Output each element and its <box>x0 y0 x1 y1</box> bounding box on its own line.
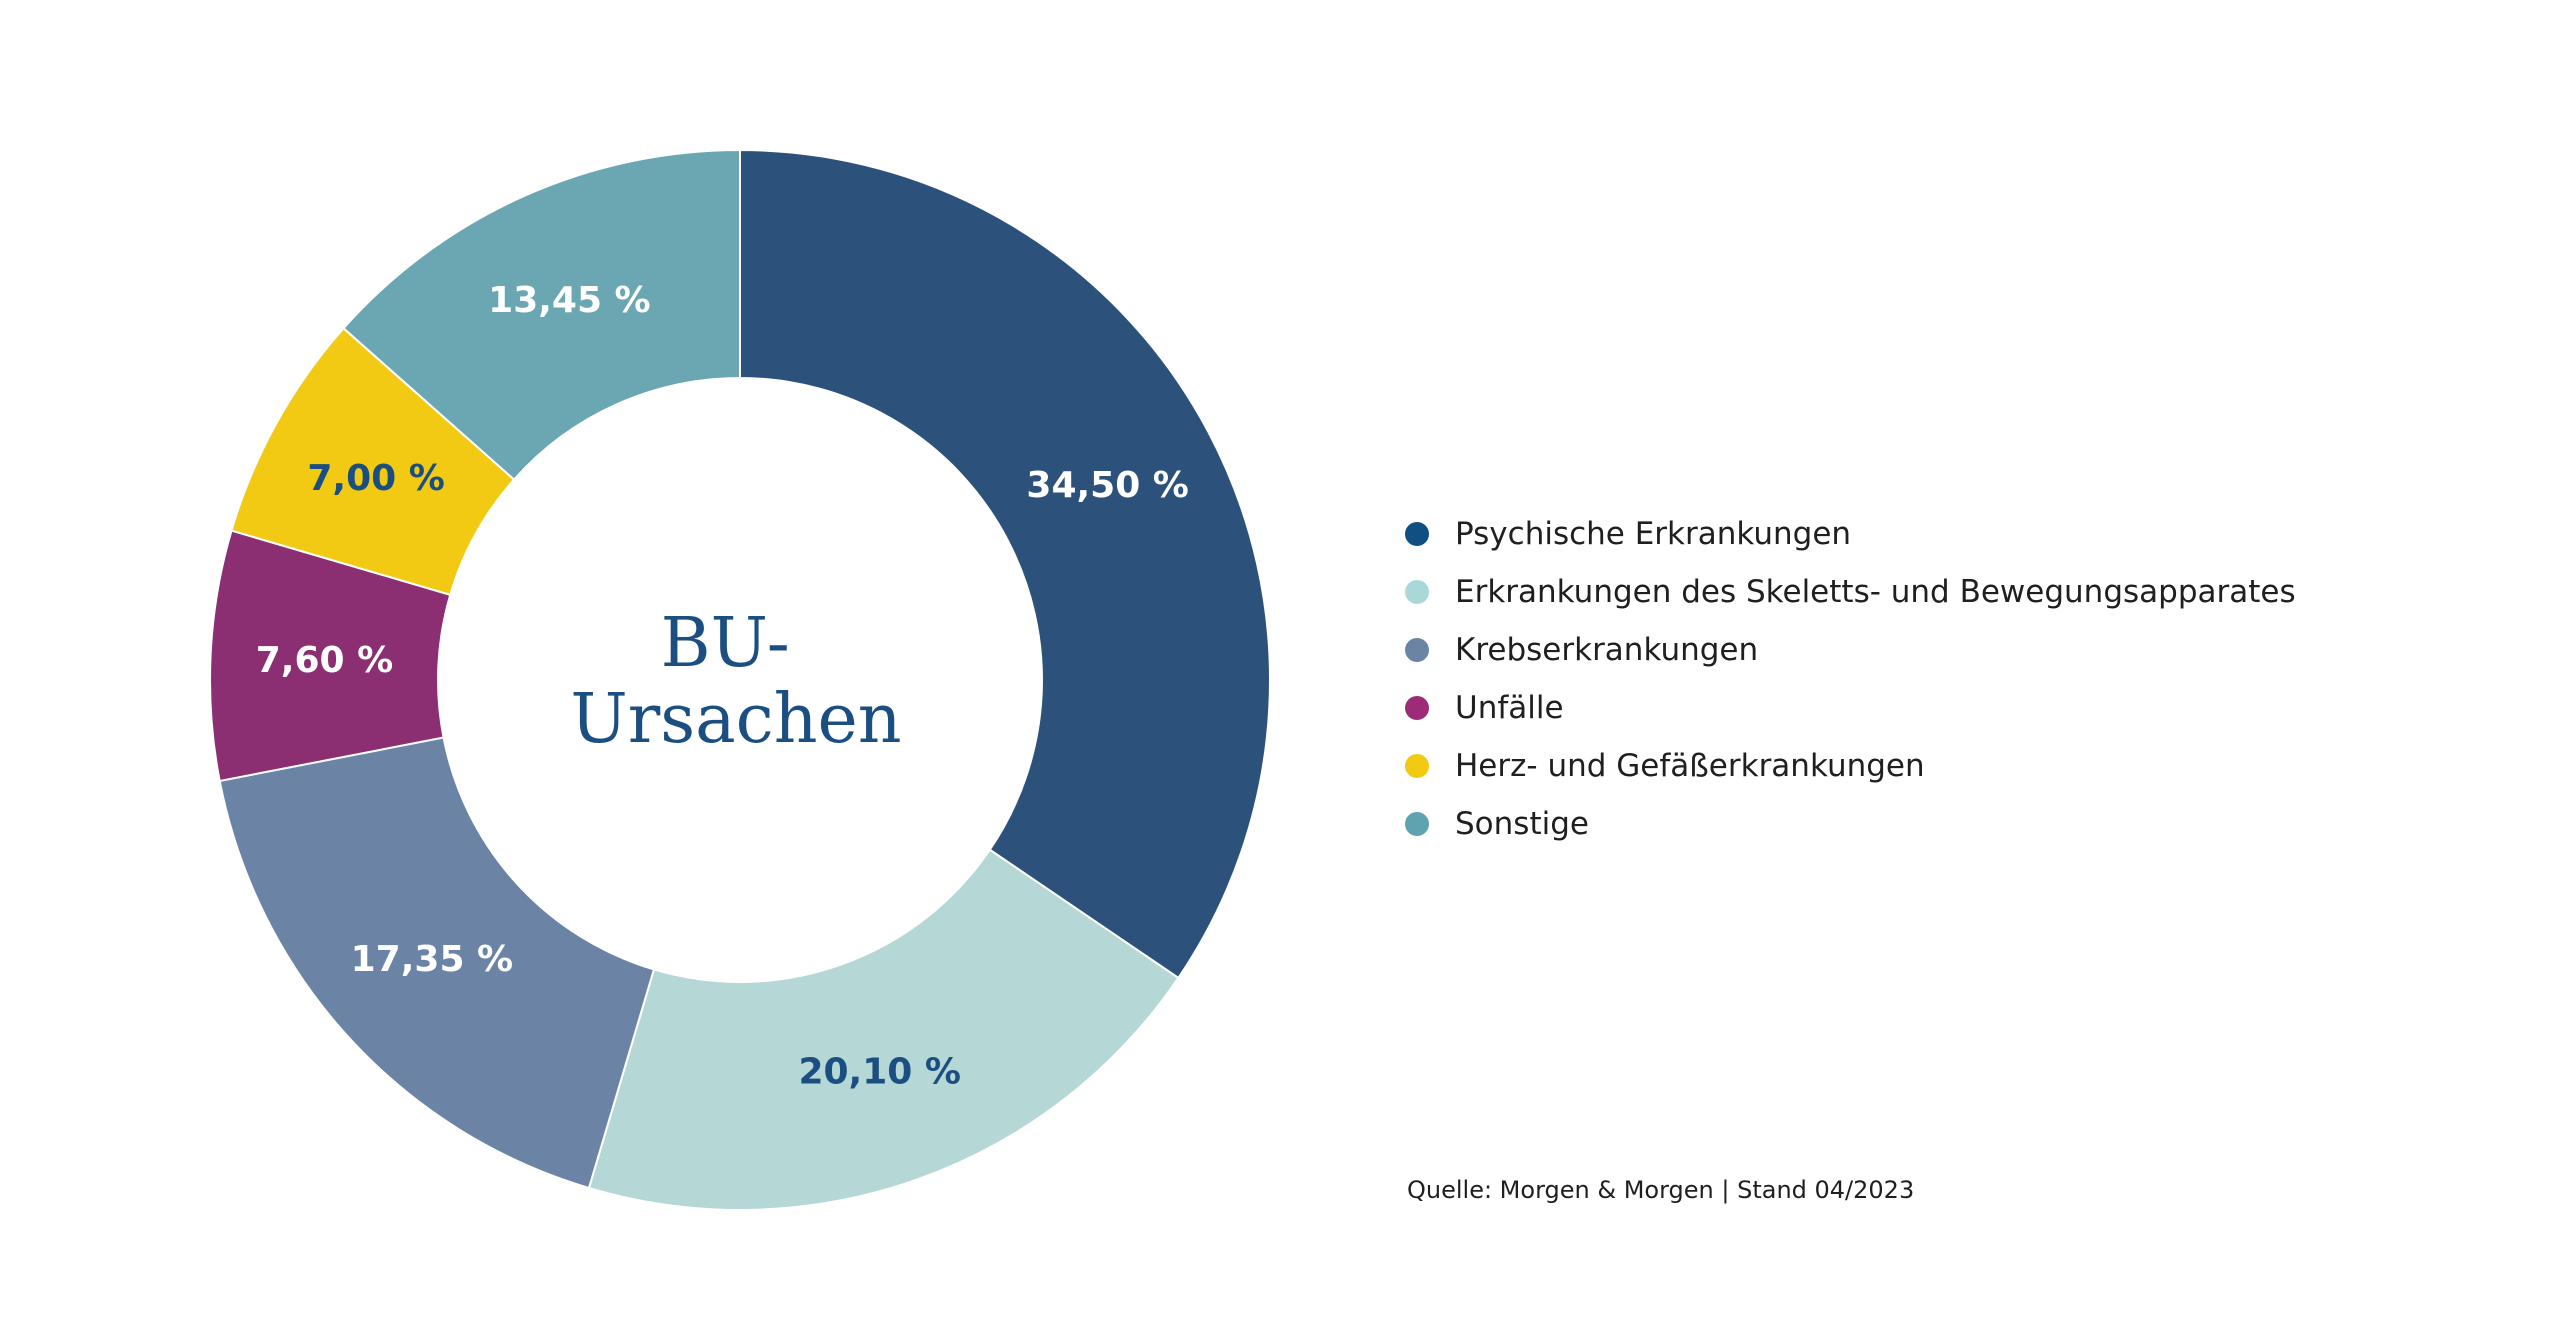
legend-item: Krebserkrankungen <box>1405 621 2296 679</box>
center-title-line-1: BU- <box>661 604 790 683</box>
donut-slice <box>587 848 1180 1212</box>
legend-dot-icon <box>1405 522 1429 546</box>
legend-label: Sonstige <box>1455 806 1589 842</box>
center-title-line-2: Ursachen <box>570 680 901 759</box>
slice-value-label: 20,10 % <box>798 1051 960 1092</box>
legend-dot-icon <box>1405 638 1429 662</box>
legend-item: Herz- und Gefäßerkrankungen <box>1405 737 2296 795</box>
donut-slice-labels: 34,50 % 20,10 % 17,35 % 7,60 % 7,00 % 13,45 % <box>256 280 1189 1092</box>
legend-label: Unfälle <box>1455 690 1564 726</box>
donut-slices <box>209 148 1271 1212</box>
legend-dot-icon <box>1405 812 1429 836</box>
slice-value-label: 13,45 % <box>488 280 650 321</box>
donut-slice <box>739 148 1271 980</box>
legend-item: Psychische Erkrankungen <box>1405 505 2296 563</box>
legend-item: Sonstige <box>1405 795 2296 853</box>
slice-value-label: 34,50 % <box>1026 465 1188 506</box>
legend-label: Herz- und Gefäßerkrankungen <box>1455 748 1925 784</box>
center-title: BU- Ursachen <box>570 604 901 759</box>
donut-slice <box>342 148 741 481</box>
legend-dot-icon <box>1405 580 1429 604</box>
legend-item: Erkrankungen des Skeletts- und Bewegungs… <box>1405 563 2296 621</box>
legend-label: Krebserkrankungen <box>1455 632 1759 668</box>
chart-legend: Psychische Erkrankungen Erkrankungen des… <box>1405 505 2296 853</box>
slice-value-label: 17,35 % <box>351 939 513 980</box>
slice-value-label: 7,00 % <box>307 458 444 499</box>
legend-dot-icon <box>1405 754 1429 778</box>
source-note: Quelle: Morgen & Morgen | Stand 04/2023 <box>1407 1176 1915 1204</box>
legend-label: Erkrankungen des Skeletts- und Bewegungs… <box>1455 574 2296 610</box>
donut-slice <box>218 736 656 1190</box>
slice-value-label: 7,60 % <box>256 640 393 681</box>
legend-label: Psychische Erkrankungen <box>1455 516 1852 552</box>
legend-dot-icon <box>1405 696 1429 720</box>
legend-item: Unfälle <box>1405 679 2296 737</box>
